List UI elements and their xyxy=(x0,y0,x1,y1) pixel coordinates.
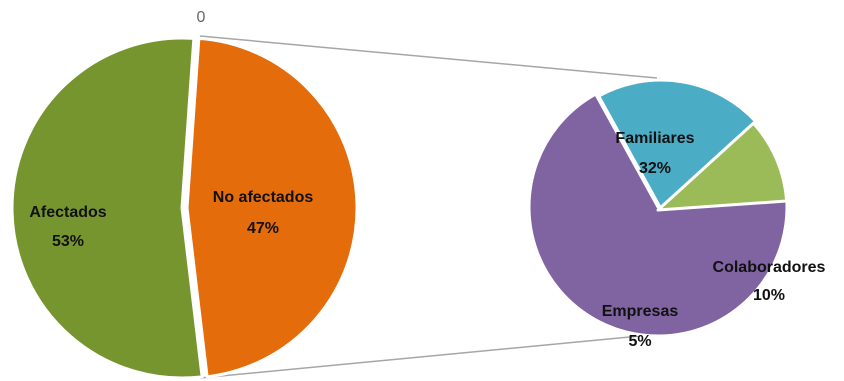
slice-afectados xyxy=(10,36,204,380)
value-empresas: 5% xyxy=(628,333,651,350)
label-no-afectados: No afectados xyxy=(213,189,314,206)
main-pie xyxy=(10,36,359,380)
slice-empresas xyxy=(656,121,789,212)
value-afectados: 53% xyxy=(52,233,84,250)
value-familiares: 32% xyxy=(639,160,671,177)
label-colaboradores: Colaboradores xyxy=(713,259,826,276)
label-empresas: Empresas xyxy=(602,303,679,320)
value-colaboradores: 10% xyxy=(753,287,785,304)
connector-line-top xyxy=(199,35,658,79)
label-familiares: Familiares xyxy=(615,130,694,147)
secondary-pie xyxy=(527,78,789,338)
connector-line-bottom xyxy=(199,335,641,379)
label-afectados: Afectados xyxy=(29,204,106,221)
slice-no-afectados xyxy=(185,36,359,379)
data-labels: 0 Afectados 53% No afectados 47% Familia… xyxy=(29,9,825,350)
value-no-afectados: 47% xyxy=(247,220,279,237)
connector-lines xyxy=(199,35,658,379)
split-point-label: 0 xyxy=(197,9,206,26)
slice-familiares xyxy=(527,92,789,338)
slice-colaboradores xyxy=(597,78,758,211)
